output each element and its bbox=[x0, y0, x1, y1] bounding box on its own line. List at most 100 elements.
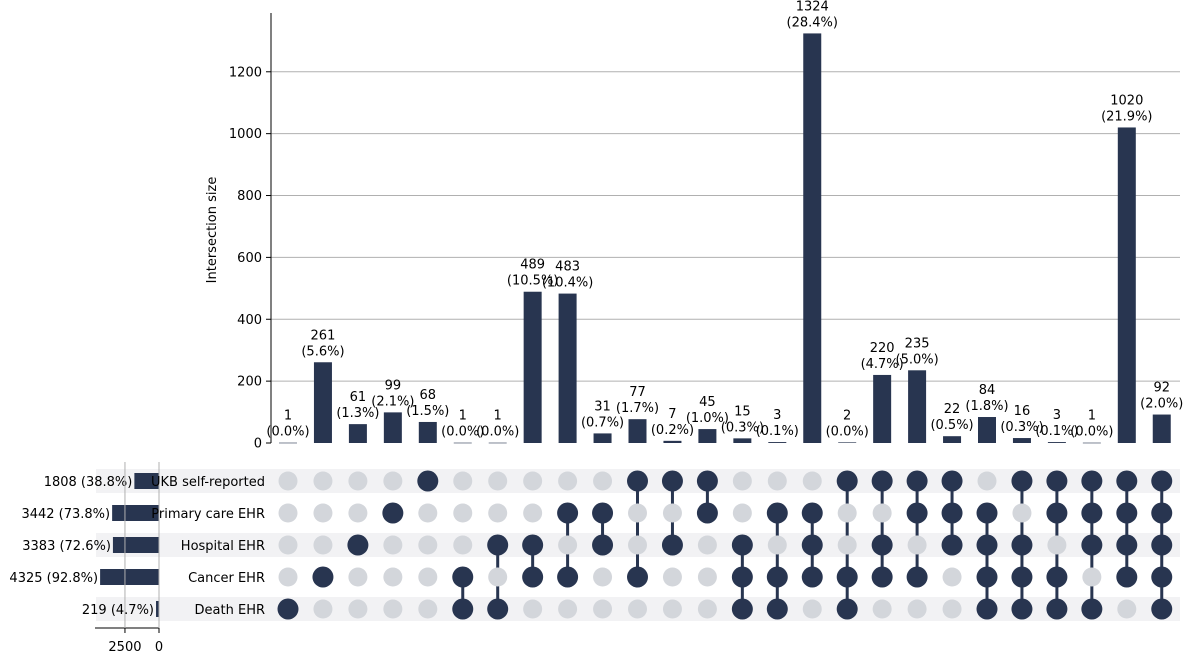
membership-dot-empty bbox=[1117, 599, 1137, 619]
membership-dot-empty bbox=[593, 599, 613, 619]
membership-dot-filled bbox=[836, 470, 858, 492]
intersection-percent-label: (1.5%) bbox=[406, 404, 449, 419]
membership-dot-filled bbox=[1151, 502, 1173, 524]
membership-dot-filled bbox=[766, 502, 788, 524]
membership-dot-filled bbox=[1046, 470, 1068, 492]
membership-dot-filled bbox=[941, 534, 963, 556]
membership-dot-filled bbox=[417, 470, 439, 492]
intersection-count-label: 77 bbox=[629, 385, 646, 400]
membership-dot-filled bbox=[382, 502, 404, 524]
intersection-count-label: 31 bbox=[594, 399, 611, 414]
membership-dot-empty bbox=[278, 535, 298, 555]
membership-dot-empty bbox=[313, 503, 333, 523]
membership-dot-empty bbox=[697, 567, 717, 587]
membership-dot-filled bbox=[1081, 502, 1103, 524]
intersection-percent-label: (10.5%) bbox=[507, 274, 558, 289]
membership-dot-empty bbox=[802, 471, 822, 491]
y-tick-label: 600 bbox=[237, 251, 262, 266]
set-name-label: Primary care EHR bbox=[151, 507, 265, 522]
membership-dot-filled bbox=[312, 566, 334, 588]
membership-dot-empty bbox=[558, 599, 578, 619]
intersection-bar bbox=[733, 438, 752, 443]
set-size-bars: 1808 (38.8%) 3442 (73.8%) 3383 (72.6%) 4325… bbox=[9, 462, 163, 653]
intersection-count-label: 3 bbox=[773, 408, 781, 423]
membership-dot-empty bbox=[662, 599, 682, 619]
intersection-bar bbox=[453, 442, 472, 444]
intersection-percent-label: (5.0%) bbox=[896, 352, 939, 367]
membership-dot-filled bbox=[522, 534, 544, 556]
membership-dot-empty bbox=[383, 471, 403, 491]
membership-dot-filled bbox=[976, 566, 998, 588]
membership-dot-filled bbox=[452, 598, 474, 620]
intersection-percent-label: (0.3%) bbox=[721, 420, 764, 435]
set-name-label: Cancer EHR bbox=[188, 571, 265, 586]
intersection-count-label: 235 bbox=[905, 336, 930, 351]
set-size-bar bbox=[156, 601, 159, 617]
intersection-count-label: 7 bbox=[668, 407, 676, 422]
membership-dot-filled bbox=[592, 534, 614, 556]
membership-dot-empty bbox=[418, 535, 438, 555]
intersection-bar bbox=[523, 291, 542, 443]
membership-dot-filled bbox=[1116, 470, 1138, 492]
membership-dot-filled bbox=[836, 598, 858, 620]
membership-dot-empty bbox=[872, 503, 892, 523]
intersection-bar bbox=[628, 419, 647, 443]
membership-dot-filled bbox=[661, 534, 683, 556]
intersection-percent-label: (2.0%) bbox=[1140, 397, 1183, 412]
membership-dot-filled bbox=[522, 566, 544, 588]
membership-dot-filled bbox=[871, 534, 893, 556]
membership-dot-filled bbox=[766, 598, 788, 620]
intersection-bar bbox=[943, 436, 962, 443]
intersection-bar bbox=[558, 293, 577, 443]
intersection-percent-label: (28.4%) bbox=[787, 15, 838, 30]
intersection-percent-label: (1.8%) bbox=[965, 399, 1008, 414]
y-axis-title: Intersection size bbox=[205, 177, 220, 284]
membership-dot-empty bbox=[348, 567, 368, 587]
membership-dot-filled bbox=[1151, 598, 1173, 620]
intersection-percent-label: (5.6%) bbox=[301, 344, 344, 359]
intersection-count-label: 1 bbox=[284, 409, 292, 424]
membership-dot-filled bbox=[1011, 598, 1033, 620]
intersection-bar bbox=[1152, 414, 1171, 443]
intersection-bar bbox=[313, 362, 332, 443]
membership-dot-filled bbox=[801, 566, 823, 588]
intersection-count-label: 1020 bbox=[1110, 93, 1143, 108]
membership-dot-filled bbox=[452, 566, 474, 588]
intersection-bar bbox=[873, 374, 892, 443]
membership-dot-empty bbox=[418, 599, 438, 619]
intersection-count-label: 68 bbox=[420, 388, 437, 403]
membership-dot-empty bbox=[453, 535, 473, 555]
intersection-bar bbox=[279, 442, 297, 444]
set-size-bar bbox=[134, 473, 159, 489]
intersection-bar bbox=[1047, 442, 1066, 443]
set-size-tick-label: 0 bbox=[155, 640, 163, 653]
intersection-bar bbox=[593, 433, 612, 443]
membership-dot-filled bbox=[1151, 470, 1173, 492]
intersection-percent-label: (21.9%) bbox=[1101, 109, 1152, 124]
y-tick-label: 800 bbox=[237, 189, 262, 204]
y-tick-label: 400 bbox=[237, 313, 262, 328]
membership-dot-filled bbox=[1081, 470, 1103, 492]
intersection-bar bbox=[1082, 442, 1101, 444]
membership-dot-empty bbox=[523, 503, 543, 523]
set-name-label: UKB self-reported bbox=[151, 475, 265, 490]
membership-dot-filled bbox=[1116, 534, 1138, 556]
membership-dot-filled bbox=[557, 566, 579, 588]
membership-dot-filled bbox=[592, 502, 614, 524]
membership-dot-empty bbox=[348, 503, 368, 523]
y-tick-label: 1000 bbox=[229, 127, 262, 142]
y-axis: 0 200 400 600 800 1000 1200 bbox=[229, 13, 272, 452]
membership-dot-empty bbox=[628, 503, 647, 523]
membership-dot-empty bbox=[383, 567, 403, 587]
membership-dot-filled bbox=[976, 534, 998, 556]
membership-dot-filled bbox=[766, 566, 788, 588]
membership-dot-empty bbox=[697, 599, 717, 619]
membership-dot-empty bbox=[418, 503, 438, 523]
membership-dot-empty bbox=[313, 535, 333, 555]
intersection-count-label: 483 bbox=[555, 260, 580, 275]
membership-dot-filled bbox=[731, 566, 753, 588]
membership-dot-filled bbox=[941, 470, 963, 492]
membership-dot-filled bbox=[1116, 502, 1138, 524]
membership-dot-filled bbox=[277, 598, 299, 620]
membership-dot-filled bbox=[731, 534, 753, 556]
